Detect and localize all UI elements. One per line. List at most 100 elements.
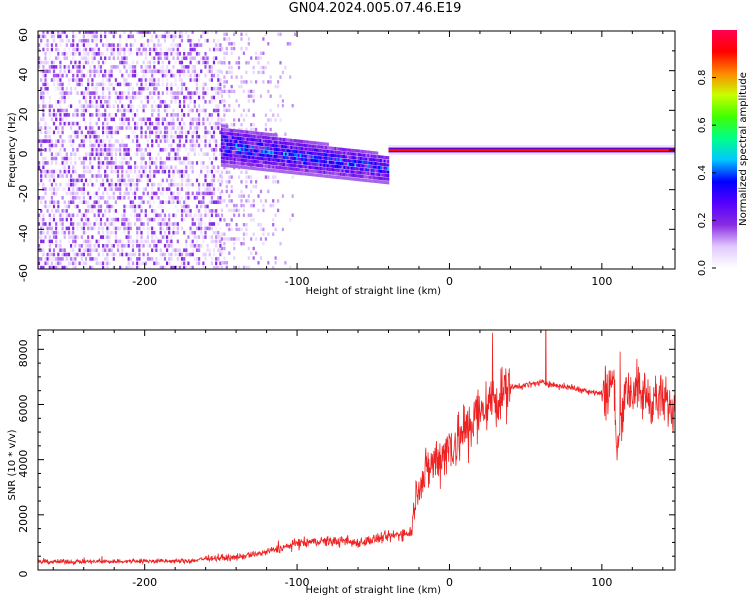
spectrogram-cell xyxy=(40,86,43,91)
spectrogram-cell xyxy=(108,130,111,135)
spectrogram-cell xyxy=(208,156,211,161)
spectrogram-cell xyxy=(127,252,130,257)
spectrogram-cell xyxy=(163,134,167,139)
spectrogram-cell xyxy=(67,265,71,269)
spectrogram-cell xyxy=(174,222,177,226)
spectrogram-cell xyxy=(170,73,173,78)
spectrogram-cell xyxy=(104,156,107,161)
spectrogram-cell xyxy=(210,148,213,152)
spectrogram-cell xyxy=(159,165,162,170)
spectrogram-cell xyxy=(252,218,255,222)
spectrogram-cell xyxy=(142,261,145,266)
spectrogram-cell xyxy=(106,200,109,204)
spectrogram-cell xyxy=(284,152,287,156)
spectrogram-cell xyxy=(82,139,85,143)
spectrogram-cell xyxy=(61,38,64,43)
spectrogram-cell xyxy=(336,150,339,154)
spectrogram-cell xyxy=(252,65,255,70)
spectrogram-cell xyxy=(235,157,238,162)
spectrogram-cell xyxy=(330,146,333,150)
spectrogram-cell xyxy=(106,248,109,252)
spectrogram-cell xyxy=(387,166,390,171)
spectrogram-cell xyxy=(91,265,94,269)
spectrogram-cell xyxy=(102,104,105,108)
spectrogram-cell xyxy=(204,257,207,261)
spectrogram-cell xyxy=(328,167,331,171)
spectrogram-cell xyxy=(189,95,192,100)
spectrogram-cell xyxy=(168,69,171,74)
spectrogram-cell xyxy=(328,164,331,168)
spectrogram-cell xyxy=(198,126,201,130)
spectrogram-cell xyxy=(195,82,199,87)
spectrogram-cell xyxy=(268,161,271,165)
spectrogram-cell xyxy=(163,222,167,226)
spectrogram-cell xyxy=(233,164,236,168)
spectrogram-cell xyxy=(84,261,88,266)
spectrogram-cell xyxy=(286,149,289,153)
spectrogram-cell xyxy=(140,65,143,69)
spectrogram-cell xyxy=(212,86,216,91)
spectrogram-cell xyxy=(104,73,107,78)
spectrogram-cell xyxy=(138,31,141,34)
spectrogram-cell xyxy=(67,230,71,235)
colorbar xyxy=(712,30,737,268)
spectrogram-cell xyxy=(161,161,164,165)
spectrogram-cell xyxy=(220,89,224,94)
spectrogram-cell xyxy=(204,165,207,170)
spectrogram-cell xyxy=(123,196,126,200)
spectrogram-cell xyxy=(42,117,45,122)
spectrogram-cell xyxy=(266,146,269,151)
spectrogram-cell xyxy=(219,261,222,266)
x-tick-label: -200 xyxy=(132,576,157,589)
spectrogram-cell xyxy=(180,60,184,65)
spectrogram-cell xyxy=(112,56,115,60)
y-tick-label: 8000 xyxy=(17,339,30,367)
spectrogram-cell xyxy=(142,69,145,74)
spectrogram-cell xyxy=(42,104,45,108)
spectrogram-cell xyxy=(42,196,45,200)
spectrogram-cell xyxy=(38,230,41,235)
spectrogram-cell xyxy=(42,65,45,69)
spectrogram-cell xyxy=(255,251,258,255)
spectrogram-cell xyxy=(172,113,175,117)
spectrogram-cell xyxy=(52,169,56,174)
spectrogram-cell xyxy=(63,187,66,191)
spectrogram-cell xyxy=(114,161,117,165)
spectrogram-cell xyxy=(91,69,94,74)
spectrogram-cell xyxy=(289,218,292,222)
spectrogram-cell xyxy=(231,136,234,140)
spectrogram-cell xyxy=(233,157,236,161)
spectrogram-cell xyxy=(225,108,228,113)
spectrogram-cell xyxy=(159,265,162,269)
spectrogram-cell xyxy=(163,161,167,165)
spectrogram-cell xyxy=(374,151,377,155)
spectrogram-cell xyxy=(57,252,60,257)
spectrogram-cell xyxy=(178,182,181,187)
spectrogram-cell xyxy=(195,108,199,113)
spectrogram-cell xyxy=(381,180,384,184)
spectrogram-cell xyxy=(200,139,203,143)
spectrogram-cell xyxy=(48,200,51,204)
spectrogram-cell xyxy=(198,38,201,43)
spectrogram-cell xyxy=(316,170,318,174)
spectrogram-cell xyxy=(370,165,373,169)
spectrogram-cell xyxy=(144,56,147,60)
spectrogram-cell xyxy=(84,91,88,95)
spectrogram-cell xyxy=(241,133,243,137)
spectrogram-cell xyxy=(151,139,154,143)
spectrogram-cell xyxy=(112,196,115,200)
spectrogram-cell xyxy=(185,191,188,196)
spectrogram-cell xyxy=(82,187,85,191)
spectrogram-cell xyxy=(72,38,75,43)
spectrogram-cell xyxy=(134,182,137,187)
spectrogram-cell xyxy=(123,178,126,183)
spectrogram-cell xyxy=(106,174,109,178)
spectrogram-cell xyxy=(378,176,381,180)
spectrogram-cell xyxy=(95,104,98,108)
spectrogram-cell xyxy=(72,165,75,170)
spectrogram-cell xyxy=(102,130,105,135)
spectrogram-cell xyxy=(93,222,96,226)
spectrogram-cell xyxy=(189,161,192,165)
spectrogram-cell xyxy=(108,213,111,218)
spectrogram-cell xyxy=(176,209,179,213)
